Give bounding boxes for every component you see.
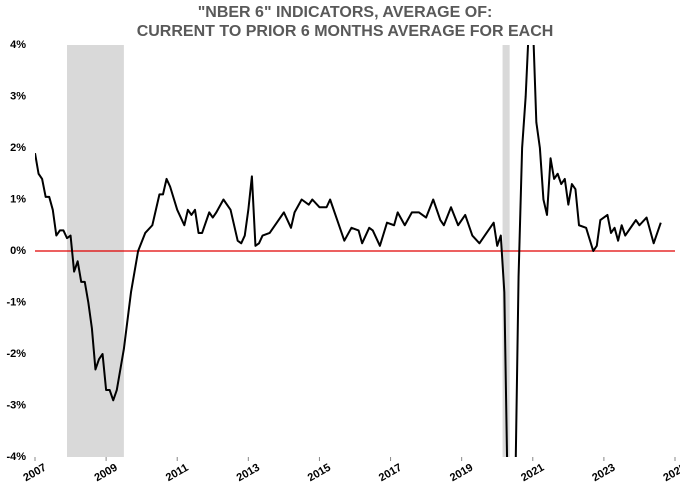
y-tick-label: 4% (10, 39, 26, 51)
y-tick-label: -1% (6, 296, 26, 308)
plot-area (35, 45, 662, 457)
x-tick-label: 2025 (661, 462, 680, 485)
y-tick-label: -3% (6, 399, 26, 411)
x-tick-label: 2019 (448, 462, 475, 485)
chart-title: CURRENT TO PRIOR 6 MONTHS AVERAGE FOR EA… (137, 23, 554, 40)
chart-title: "NBER 6" INDICATORS, AVERAGE OF: (198, 4, 493, 21)
y-tick-label: 0% (10, 245, 26, 257)
y-tick-label: -4% (6, 451, 26, 463)
x-tick-label: 2007 (21, 462, 48, 485)
x-tick-label: 2015 (306, 462, 333, 485)
x-tick-label: 2021 (519, 462, 546, 485)
y-tick-label: 1% (10, 193, 26, 205)
x-tick-label: 2017 (377, 462, 404, 485)
y-tick-label: 3% (10, 90, 26, 102)
x-tick-label: 2009 (92, 462, 119, 485)
x-tick-label: 2013 (235, 462, 262, 485)
data-line (35, 45, 662, 457)
y-tick-label: 2% (10, 142, 26, 154)
x-tick-label: 2023 (590, 462, 617, 485)
y-tick-label: -2% (6, 348, 26, 360)
x-tick-label: 2011 (164, 462, 191, 484)
